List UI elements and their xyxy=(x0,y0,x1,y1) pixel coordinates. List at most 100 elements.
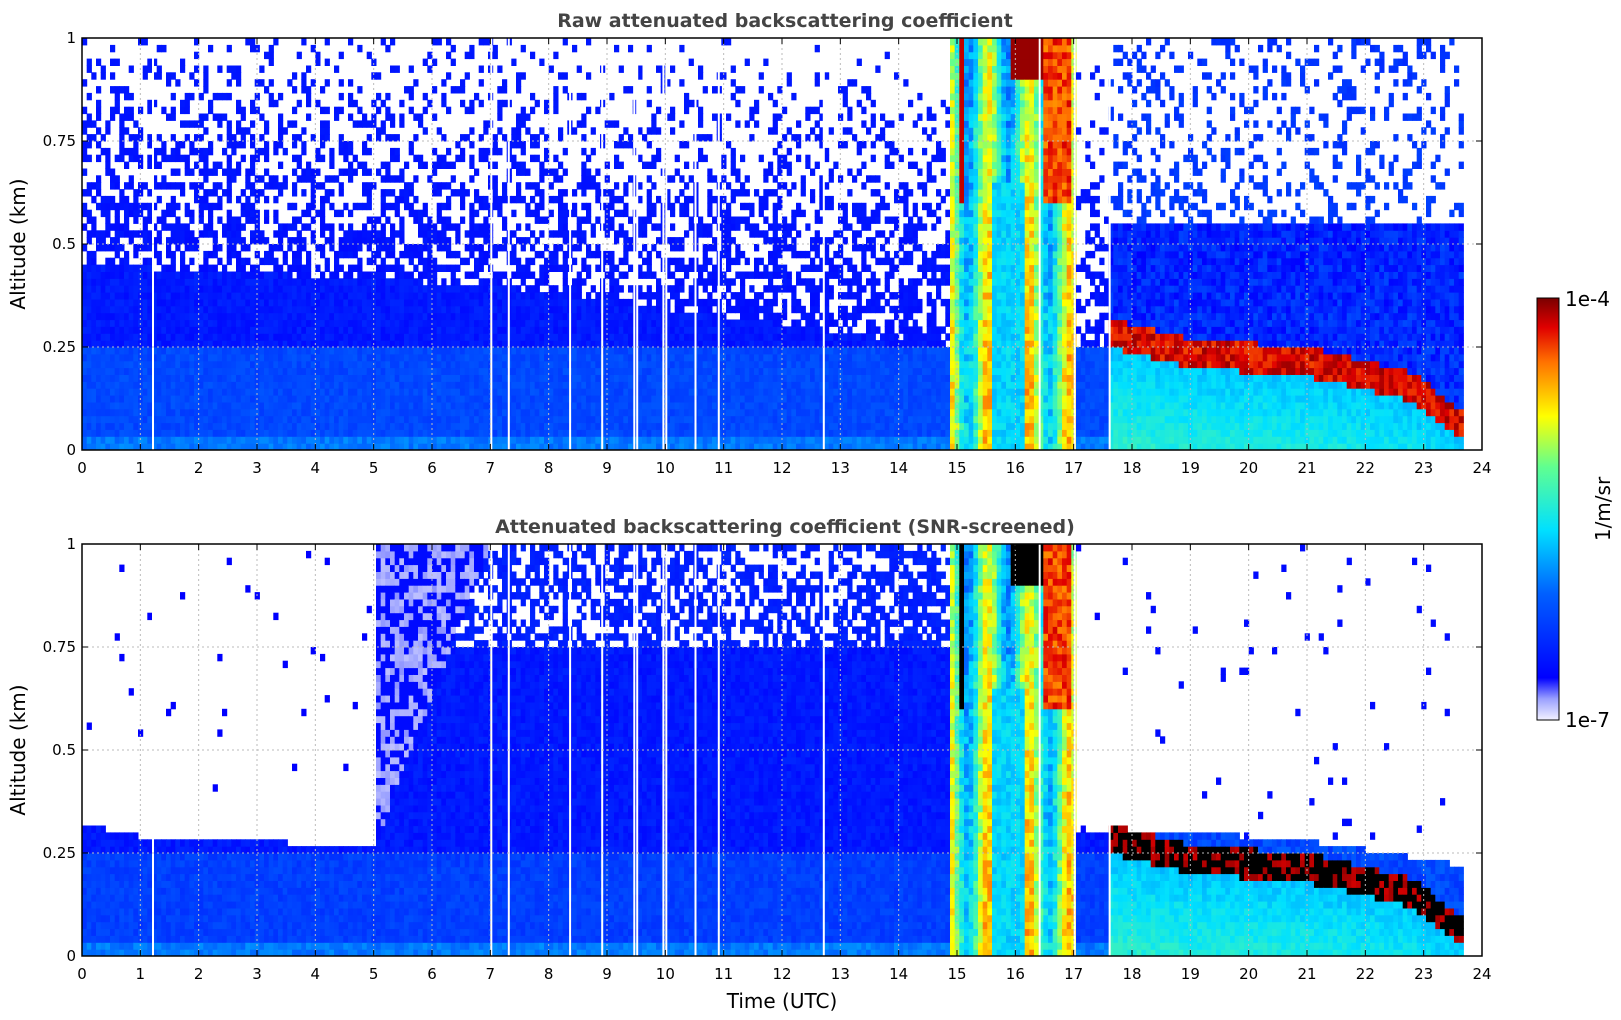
heatmap-cell xyxy=(189,244,195,252)
heatmap-cell xyxy=(170,257,176,266)
heatmap-cell xyxy=(432,58,438,66)
heatmap-cell xyxy=(217,326,223,334)
heatmap-cell xyxy=(469,367,475,375)
heatmap-cell xyxy=(558,360,564,369)
heatmap-cell xyxy=(674,367,680,375)
heatmap-cell xyxy=(623,298,629,307)
heatmap-cell xyxy=(586,326,592,334)
heatmap-cell xyxy=(264,340,270,348)
heatmap-cell xyxy=(380,209,386,218)
heatmap-cell xyxy=(240,223,246,231)
heatmap-cell xyxy=(86,388,92,396)
heatmap-cell xyxy=(390,113,396,121)
heatmap-cell xyxy=(516,189,522,197)
heatmap-cell xyxy=(558,195,564,204)
heatmap-cell xyxy=(222,408,228,417)
heatmap-cell xyxy=(320,401,326,410)
heatmap-cell xyxy=(292,237,298,245)
heatmap-cell xyxy=(674,154,680,163)
heatmap-cell xyxy=(572,278,578,286)
heatmap-cell xyxy=(315,367,321,375)
heatmap-cell xyxy=(530,408,536,417)
heatmap-cell xyxy=(418,223,424,231)
heatmap-cell xyxy=(572,244,578,252)
heatmap-cell xyxy=(254,333,260,341)
heatmap-cell xyxy=(119,244,125,252)
heatmap-cell xyxy=(684,209,690,218)
heatmap-cell xyxy=(264,353,270,362)
heatmap-cell xyxy=(96,106,102,115)
heatmap-cell xyxy=(236,141,242,149)
heatmap-cell xyxy=(273,278,279,286)
heatmap-cell xyxy=(128,367,134,375)
heatmap-cell xyxy=(679,395,685,403)
heatmap-cell xyxy=(82,189,88,197)
heatmap-cell xyxy=(100,360,106,369)
heatmap-cell xyxy=(390,436,396,444)
heatmap-cell xyxy=(385,168,391,176)
heatmap-cell xyxy=(413,367,419,375)
heatmap-cell xyxy=(670,312,676,321)
heatmap-cell xyxy=(572,408,578,417)
heatmap-cell xyxy=(250,292,256,300)
heatmap-cell xyxy=(553,353,559,362)
heatmap-cell xyxy=(194,285,200,293)
heatmap-cell xyxy=(460,422,466,430)
heatmap-cell xyxy=(380,237,386,245)
heatmap-cell xyxy=(516,374,522,382)
heatmap-cell xyxy=(310,436,316,444)
heatmap-cell xyxy=(618,223,624,231)
heatmap-cell xyxy=(413,312,419,321)
heatmap-cell xyxy=(128,202,134,211)
heatmap-cell xyxy=(460,381,466,389)
heatmap-cell xyxy=(161,374,167,382)
heatmap-cell xyxy=(670,209,676,218)
heatmap-cell xyxy=(180,360,186,369)
heatmap-cell xyxy=(460,257,466,266)
heatmap-cell xyxy=(632,223,638,231)
heatmap-cell xyxy=(338,189,344,197)
heatmap-cell xyxy=(544,360,550,369)
heatmap-cell xyxy=(492,443,498,451)
heatmap-cell xyxy=(623,127,629,135)
heatmap-cell xyxy=(642,401,648,410)
heatmap-cell xyxy=(142,360,148,369)
heatmap-cell xyxy=(338,340,344,348)
heatmap-cell xyxy=(469,333,475,341)
heatmap-cell xyxy=(446,395,452,403)
heatmap-cell xyxy=(553,86,559,94)
heatmap-cell xyxy=(352,381,358,389)
heatmap-cell xyxy=(166,312,172,321)
heatmap-cell xyxy=(455,292,461,300)
heatmap-cell xyxy=(544,134,550,142)
heatmap-cell xyxy=(212,161,218,169)
heatmap-cell xyxy=(674,340,680,348)
heatmap-cell xyxy=(128,278,134,286)
heatmap-cell xyxy=(516,134,522,142)
heatmap-cell xyxy=(124,381,130,389)
heatmap-cell xyxy=(357,326,363,334)
heatmap-cell xyxy=(609,326,615,334)
heatmap-cell xyxy=(604,312,610,321)
heatmap-cell xyxy=(222,113,228,121)
heatmap-cell xyxy=(464,360,470,369)
heatmap-cell xyxy=(632,429,638,437)
heatmap-cell xyxy=(590,147,596,156)
heatmap-cell xyxy=(198,209,204,218)
heatmap-cell xyxy=(105,395,111,403)
heatmap-cell xyxy=(222,388,228,396)
heatmap-cell xyxy=(296,161,302,169)
heatmap-cell xyxy=(576,237,582,245)
heatmap-cell xyxy=(604,408,610,417)
heatmap-cell xyxy=(581,360,587,369)
heatmap-cell xyxy=(558,298,564,307)
heatmap-cell xyxy=(343,326,349,334)
heatmap-cell xyxy=(628,340,634,348)
heatmap-cell xyxy=(203,429,209,437)
heatmap-cell xyxy=(105,278,111,286)
heatmap-cell xyxy=(665,319,671,327)
heatmap-cell xyxy=(530,230,536,238)
heatmap-cell xyxy=(427,319,433,327)
heatmap-cell xyxy=(371,113,377,121)
heatmap-cell xyxy=(362,271,368,279)
